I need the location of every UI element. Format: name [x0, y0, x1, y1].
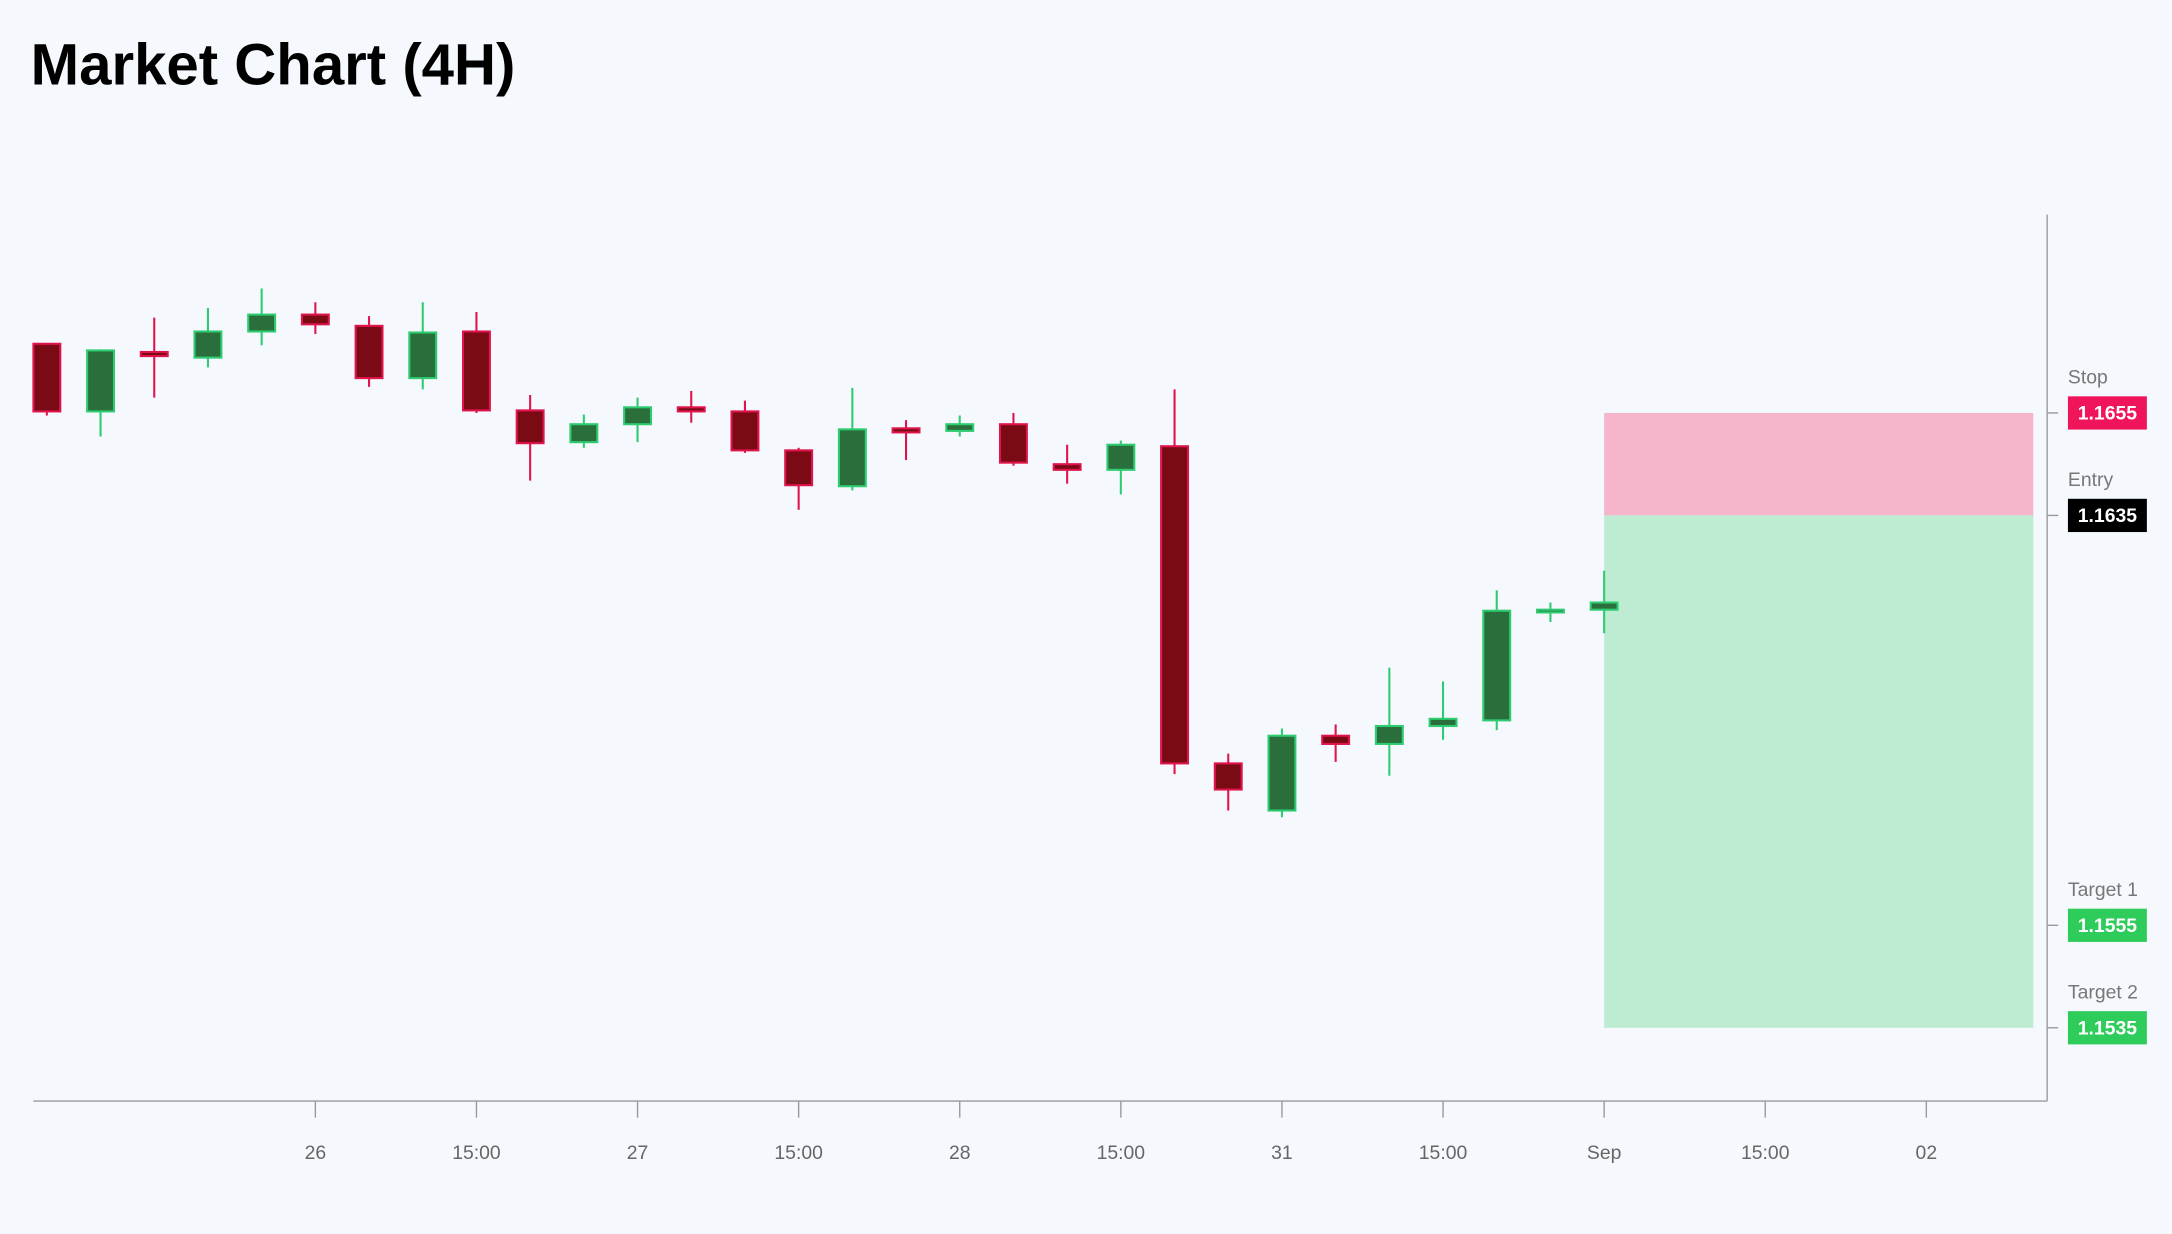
x-tick-label: 02 [1916, 1142, 1938, 1164]
candle-body [1160, 445, 1190, 765]
level-badge [2067, 1011, 2147, 1045]
x-tick-label: 26 [305, 1142, 327, 1164]
level-value: 1.1655 [2078, 402, 2137, 424]
candle-body [891, 427, 921, 434]
candle-body [998, 423, 1028, 464]
candle-body [1213, 762, 1243, 791]
level-value: 1.1635 [2078, 505, 2137, 527]
candle-body [86, 349, 116, 413]
candle-body [354, 324, 384, 380]
candle-body [1428, 717, 1458, 728]
candle-body [1321, 734, 1351, 745]
candle-body [1482, 609, 1512, 722]
level-badge [2067, 908, 2147, 942]
candle-body [945, 423, 975, 432]
candle-body [1535, 608, 1565, 614]
level-name: Target 1 [2068, 879, 2138, 901]
x-tick-label: 31 [1271, 1142, 1293, 1164]
candle-body [784, 449, 814, 487]
x-tick-label: 27 [627, 1142, 649, 1164]
candle-body [569, 423, 599, 444]
candle-body [515, 409, 545, 445]
level-value: 1.1555 [2078, 915, 2137, 937]
candle-body [32, 342, 62, 413]
candle-body [247, 313, 277, 333]
risk-zone [1604, 412, 2034, 516]
candle-body [1267, 734, 1297, 812]
candle-body [837, 428, 867, 488]
reward-zone [1604, 515, 2034, 1028]
level-name: Target 2 [2068, 981, 2138, 1003]
x-tick-label: 15:00 [1097, 1142, 1146, 1164]
x-tick-label: Sep [1587, 1142, 1621, 1164]
x-tick-label: 15:00 [1741, 1142, 1790, 1164]
level-badge [2067, 498, 2147, 533]
x-tick-label: 15:00 [1419, 1142, 1468, 1164]
candle-body [1589, 601, 1619, 611]
level-value: 1.1535 [2078, 1017, 2137, 1039]
candle-body [193, 330, 223, 359]
level-badge [2067, 396, 2147, 430]
level-name: Entry [2068, 469, 2114, 491]
x-tick-label: 28 [949, 1142, 971, 1164]
level-name: Stop [2068, 366, 2108, 388]
candle-body [461, 330, 491, 412]
candle-body [676, 406, 706, 413]
candle-body [1374, 724, 1404, 745]
candle-body [730, 410, 760, 452]
candle-body [1052, 463, 1082, 471]
candle-body [139, 350, 169, 358]
candle-body [300, 313, 330, 326]
x-tick-label: 15:00 [774, 1142, 823, 1164]
candle-body [408, 331, 438, 380]
x-tick-label: 15:00 [452, 1142, 501, 1164]
chart-title: Market Chart (4H) [31, 33, 516, 98]
candle-body [623, 406, 653, 426]
candle-body [1106, 443, 1136, 471]
